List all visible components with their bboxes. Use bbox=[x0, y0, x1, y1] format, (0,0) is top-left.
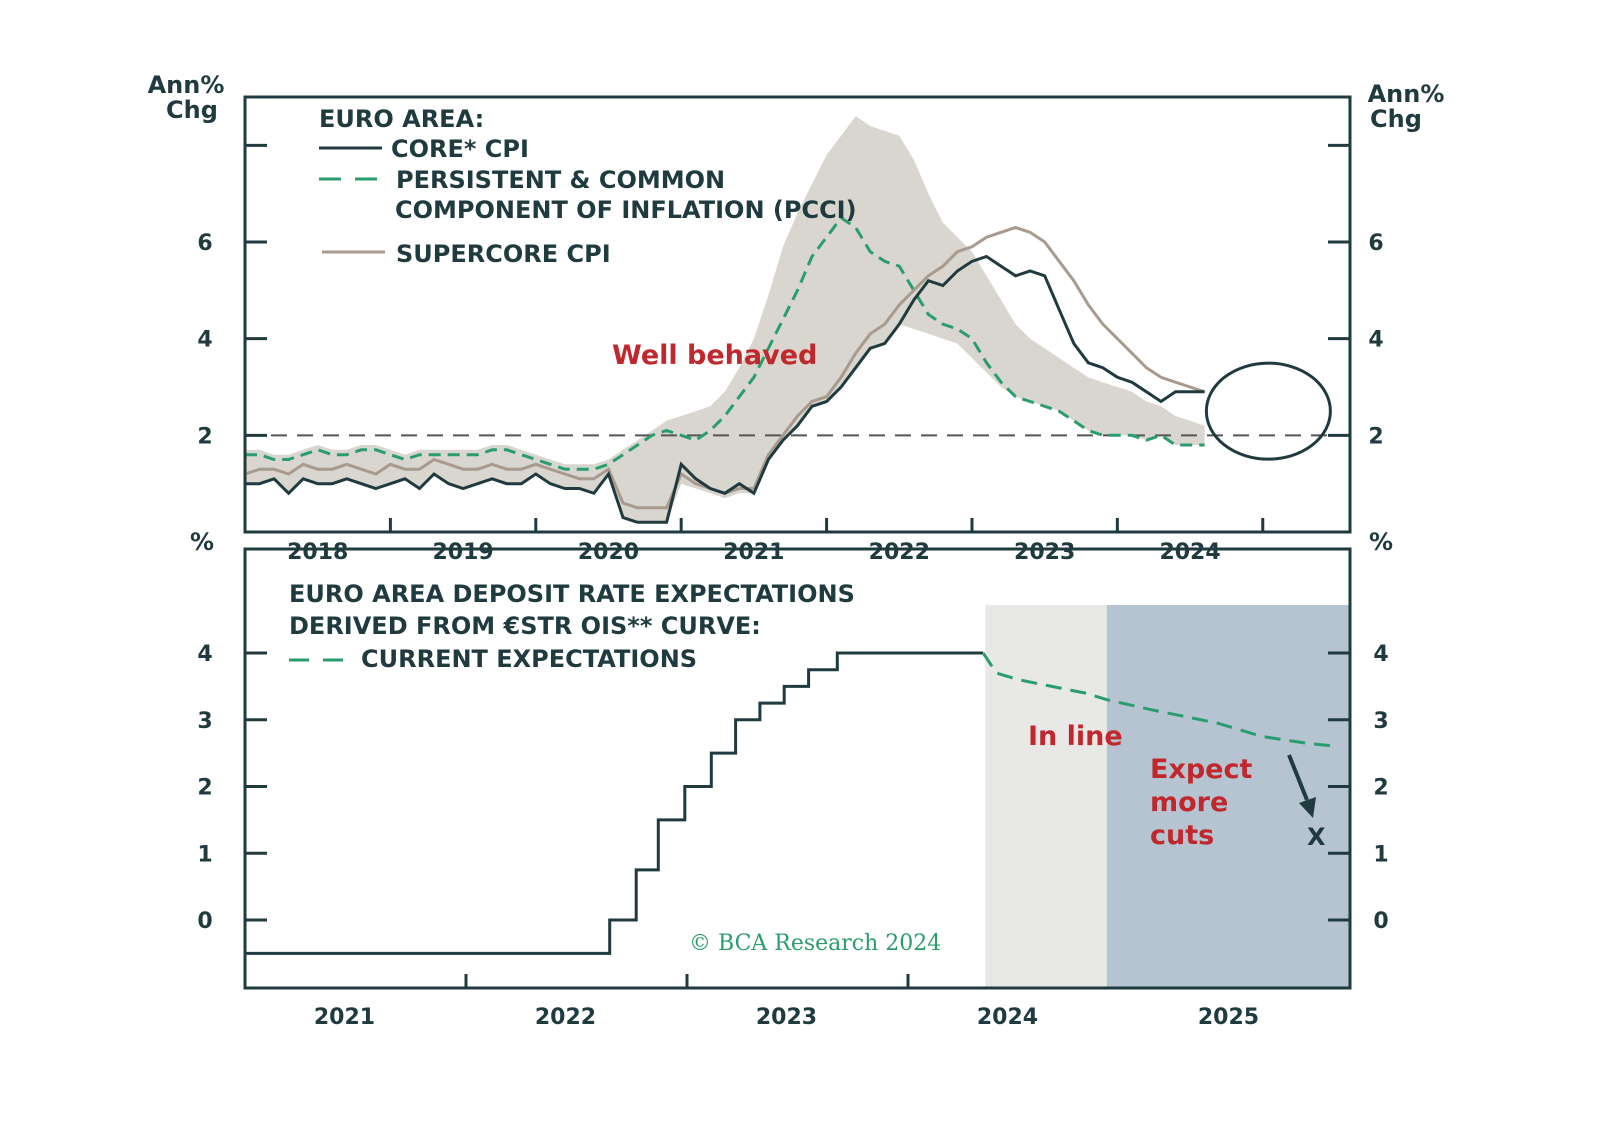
x-tick-label: 2023 bbox=[756, 1005, 817, 1030]
y-tick-label-right: 1 bbox=[1373, 842, 1388, 867]
y-tick-label-left: 2 bbox=[197, 424, 212, 449]
shade-more-cuts bbox=[1106, 605, 1350, 988]
y-tick-label-right: 2 bbox=[1368, 424, 1383, 449]
top-ticks: 2 2 4 4 6 6 2018 2019 2020 2021 2022 2023 2024 bbox=[197, 143, 1384, 565]
y-axis-label-left-line2: Chg bbox=[166, 96, 218, 124]
x-tick-label: 2019 bbox=[432, 540, 493, 565]
annotation-text: In line bbox=[1028, 721, 1123, 752]
copyright-text: © BCA Research 2024 bbox=[689, 931, 941, 956]
bottom-title-line1: EURO AREA DEPOSIT RATE EXPECTATIONS bbox=[289, 580, 855, 608]
bottom-panel: 0 0 1 1 2 2 3 3 4 4 2021 2022 2023 2024 2025 EURO AREA… bbox=[197, 547, 1389, 1030]
shade-in-line bbox=[985, 605, 1107, 988]
legend-header: EURO AREA: bbox=[319, 105, 484, 133]
bottom-unit-label-left: % bbox=[190, 528, 214, 556]
legend-label-pcci-line2: COMPONENT OF INFLATION (PCCI) bbox=[395, 196, 857, 224]
y-tick-label-left: 2 bbox=[197, 776, 212, 801]
legend-label-expectations: CURRENT EXPECTATIONS bbox=[361, 645, 697, 673]
arrowhead bbox=[1299, 797, 1316, 818]
y-tick-label-right: 2 bbox=[1373, 776, 1388, 801]
series-pcci-line bbox=[245, 215, 1205, 471]
x-tick-label: 2018 bbox=[287, 540, 348, 565]
legend-label-supercore: SUPERCORE CPI bbox=[396, 240, 611, 268]
series-deposit-rate-step bbox=[245, 651, 984, 955]
bottom-title-line2: DERIVED FROM €STR OIS** CURVE: bbox=[289, 612, 761, 640]
x-tick-label: 2024 bbox=[977, 1005, 1038, 1030]
y-axis-label-right-line1: Ann% bbox=[1368, 80, 1445, 108]
x-tick-label: 2021 bbox=[723, 540, 784, 565]
x-tick-label: 2024 bbox=[1159, 540, 1220, 565]
legend-label-pcci-line1: PERSISTENT & COMMON bbox=[396, 166, 725, 194]
arrow-down bbox=[1287, 754, 1309, 801]
annotation-text: more bbox=[1150, 787, 1228, 818]
top-band bbox=[245, 116, 1205, 523]
y-tick-label-right: 6 bbox=[1368, 231, 1383, 256]
y-tick-label-right: 3 bbox=[1373, 709, 1388, 734]
legend-label-core: CORE* CPI bbox=[391, 135, 529, 163]
bottom-ticks: 0 0 1 1 2 2 3 3 4 4 2021 2022 2023 2024 2025 bbox=[197, 642, 1388, 1030]
y-tick-label-left: 3 bbox=[197, 709, 212, 734]
y-tick-label-right: 4 bbox=[1368, 328, 1383, 353]
y-tick-label-left: 4 bbox=[197, 328, 212, 353]
y-tick-label-left: 6 bbox=[197, 231, 212, 256]
annotation-text: Expect bbox=[1150, 754, 1253, 785]
y-tick-label-left: 0 bbox=[197, 909, 212, 934]
annotation-text: cuts bbox=[1150, 820, 1214, 851]
y-tick-label-left: 4 bbox=[197, 642, 212, 667]
top-plot-frame bbox=[243, 95, 1352, 534]
y-tick-label-left: 1 bbox=[197, 842, 212, 867]
x-tick-label: 2022 bbox=[869, 540, 930, 565]
highlight-circle bbox=[1204, 361, 1332, 461]
y-tick-label-right: 4 bbox=[1373, 642, 1388, 667]
annotation-x-mark: X bbox=[1307, 823, 1326, 851]
x-tick-label: 2021 bbox=[314, 1005, 375, 1030]
bottom-unit-label-right: % bbox=[1369, 528, 1393, 556]
x-tick-label: 2025 bbox=[1198, 1005, 1259, 1030]
y-axis-label-left-line1: Ann% bbox=[148, 71, 225, 99]
x-tick-label: 2020 bbox=[578, 540, 639, 565]
annotation-well-behaved: Well behaved bbox=[612, 340, 817, 371]
x-tick-label: 2023 bbox=[1014, 540, 1075, 565]
x-tick-label: 2022 bbox=[535, 1005, 596, 1030]
series-core-line bbox=[245, 254, 1205, 524]
bottom-plot-frame bbox=[243, 547, 1352, 990]
y-tick-label-right: 0 bbox=[1373, 909, 1388, 934]
y-axis-label-right-line2: Chg bbox=[1370, 105, 1422, 133]
series-current-expectations bbox=[981, 652, 1340, 748]
